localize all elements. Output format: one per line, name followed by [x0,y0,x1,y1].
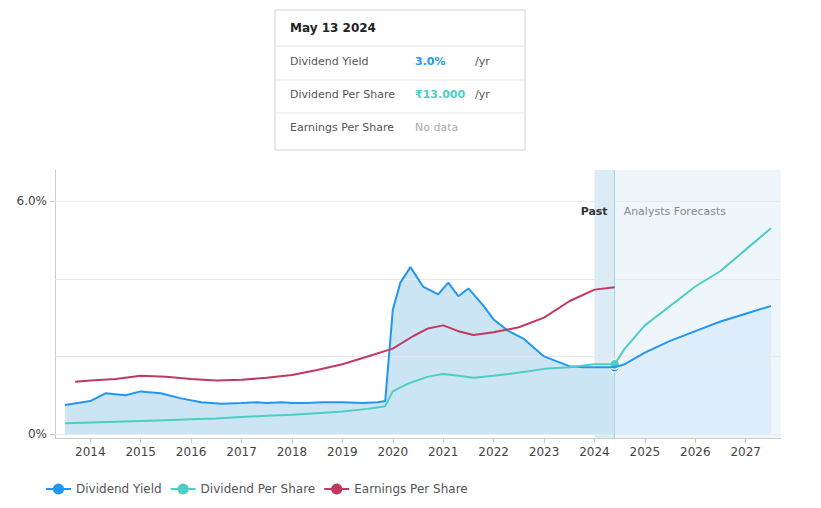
svg-text:2024: 2024 [579,445,610,459]
svg-text:Past: Past [581,205,608,218]
svg-text:3.0%: 3.0% [415,55,446,68]
svg-text:2020: 2020 [378,445,409,459]
svg-text:2016: 2016 [176,445,207,459]
svg-text:2015: 2015 [125,445,156,459]
svg-text:Dividend Yield: Dividend Yield [76,482,162,496]
svg-text:6.0%: 6.0% [17,194,48,208]
svg-text:2025: 2025 [630,445,661,459]
svg-text:Dividend Yield: Dividend Yield [290,55,368,68]
svg-text:Earnings Per Share: Earnings Per Share [354,482,467,496]
svg-text:No data: No data [415,121,458,134]
svg-text:₹13.000: ₹13.000 [415,88,465,101]
svg-text:Analysts Forecasts: Analysts Forecasts [624,205,727,218]
svg-text:2021: 2021 [428,445,459,459]
svg-text:2022: 2022 [478,445,509,459]
svg-text:/yr: /yr [475,88,490,101]
svg-text:May 13 2024: May 13 2024 [290,21,376,35]
svg-text:2018: 2018 [277,445,308,459]
svg-text:2014: 2014 [75,445,106,459]
svg-text:2027: 2027 [730,445,761,459]
svg-text:/yr: /yr [475,55,490,68]
svg-text:2026: 2026 [680,445,711,459]
svg-text:Earnings Per Share: Earnings Per Share [290,121,394,134]
svg-text:2023: 2023 [529,445,560,459]
svg-text:Dividend Per Share: Dividend Per Share [290,88,395,101]
svg-text:Dividend Per Share: Dividend Per Share [201,482,316,496]
svg-text:2017: 2017 [226,445,257,459]
svg-text:0%: 0% [28,427,47,441]
svg-text:2019: 2019 [327,445,358,459]
